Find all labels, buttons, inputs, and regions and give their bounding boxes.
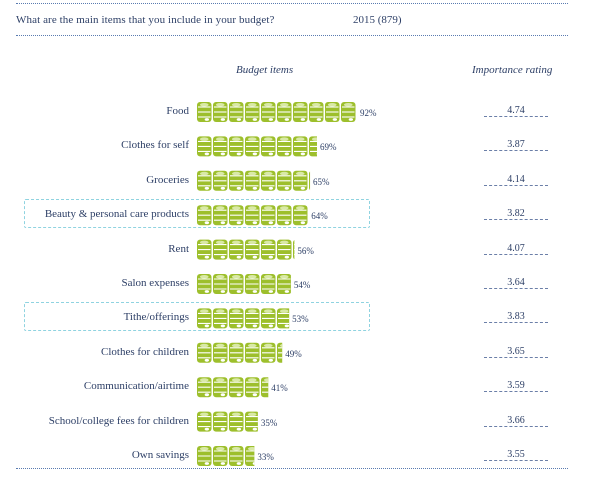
value-label-rent: 56% [297, 245, 314, 256]
value-label-food: 92% [360, 108, 377, 118]
importance-rating-clothes-for-self: 3.87 [507, 139, 525, 151]
rating-divider [484, 116, 548, 117]
importance-rating-rent: 4.07 [507, 242, 525, 254]
category-label-beauty-personal-care-products: Beauty & personal care products [44, 208, 189, 221]
rating-divider [484, 184, 548, 186]
value-label-clothes-for-children: 49% [285, 348, 302, 359]
rating-divider [484, 322, 548, 324]
rating-divider [484, 253, 548, 255]
category-label-rent: Rent [168, 242, 189, 255]
header-bottom-rule [16, 35, 568, 36]
highlight-box-beauty-personal-care-products [24, 199, 370, 229]
value-label-tithe-offerings: 53% [292, 314, 309, 325]
value-label-clothes-for-self: 69% [320, 142, 337, 153]
value-label-groceries: 65% [313, 176, 330, 187]
importance-rating-header: Importance rating [472, 64, 553, 76]
category-label-clothes-for-children: Clothes for children [101, 345, 189, 358]
rating-divider [484, 356, 548, 358]
importance-rating-salon-expenses: 3.64 [507, 277, 525, 288]
category-label-food: Food [166, 105, 189, 117]
importance-rating-own-savings: 3.55 [507, 449, 525, 460]
budget-items-header: Budget items [236, 64, 294, 76]
category-label-groceries: Groceries [146, 173, 189, 186]
category-label-salon-expenses: Salon expenses [121, 277, 189, 289]
category-label-tithe-offerings: Tithe/offerings [123, 311, 189, 324]
highlight-box-tithe-offerings [24, 302, 370, 332]
importance-rating-groceries: 4.14 [507, 173, 525, 185]
rating-divider [484, 288, 548, 289]
category-label-communication-airtime: Communication/airtime [83, 380, 189, 393]
year-sample-size: 2015 (879) [353, 14, 402, 26]
header-top-rule [16, 3, 568, 4]
rating-divider [484, 219, 548, 221]
value-label-school-college-fees-for-children: 35% [260, 417, 278, 428]
importance-rating-school-college-fees-for-children: 3.66 [507, 414, 525, 426]
value-label-communication-airtime: 41% [271, 383, 288, 394]
question-title: What are the main items that you include… [16, 14, 275, 26]
rating-divider [484, 425, 548, 427]
rating-divider [484, 460, 548, 461]
category-label-school-college-fees-for-children: School/college fees for children [48, 414, 189, 427]
rating-divider [484, 150, 548, 152]
category-label-clothes-for-self: Clothes for self [121, 139, 189, 152]
importance-rating-tithe-offerings: 3.83 [507, 311, 525, 323]
category-label-own-savings: Own savings [131, 449, 189, 461]
importance-rating-clothes-for-children: 3.65 [507, 345, 525, 357]
importance-rating-beauty-personal-care-products: 3.82 [507, 208, 525, 220]
footer-rule [16, 468, 568, 469]
importance-rating-communication-airtime: 3.59 [507, 380, 525, 392]
value-label-beauty-personal-care-products: 64% [311, 211, 328, 222]
rating-divider [484, 391, 548, 393]
value-label-salon-expenses: 54% [293, 280, 311, 290]
value-label-own-savings: 33% [257, 452, 274, 462]
importance-rating-food: 4.74 [507, 105, 525, 116]
